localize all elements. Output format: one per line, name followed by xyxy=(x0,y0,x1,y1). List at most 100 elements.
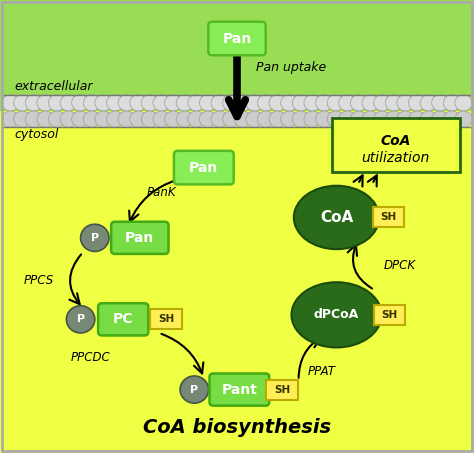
Circle shape xyxy=(14,111,31,127)
Text: SH: SH xyxy=(274,385,290,395)
Circle shape xyxy=(141,95,158,111)
Text: Pan: Pan xyxy=(222,32,252,45)
Circle shape xyxy=(409,111,426,127)
Circle shape xyxy=(153,95,170,111)
Circle shape xyxy=(432,111,449,127)
FancyBboxPatch shape xyxy=(373,207,404,227)
Text: utilization: utilization xyxy=(362,151,430,164)
Circle shape xyxy=(304,95,321,111)
Circle shape xyxy=(350,111,367,127)
Ellipse shape xyxy=(292,282,382,347)
Circle shape xyxy=(223,95,240,111)
Circle shape xyxy=(107,95,124,111)
Circle shape xyxy=(350,95,367,111)
Circle shape xyxy=(37,95,54,111)
Text: CoA: CoA xyxy=(320,210,353,225)
Bar xyxy=(0,0,474,111)
Text: PPCDC: PPCDC xyxy=(71,352,111,364)
Circle shape xyxy=(362,111,379,127)
Text: DPCK: DPCK xyxy=(384,259,416,271)
Text: P: P xyxy=(76,314,85,324)
Circle shape xyxy=(223,111,240,127)
Text: P: P xyxy=(91,233,99,243)
Text: P: P xyxy=(190,385,199,395)
Circle shape xyxy=(246,95,263,111)
Circle shape xyxy=(281,111,298,127)
FancyBboxPatch shape xyxy=(174,151,234,184)
Circle shape xyxy=(339,95,356,111)
Circle shape xyxy=(409,95,426,111)
Circle shape xyxy=(316,95,333,111)
FancyBboxPatch shape xyxy=(210,373,269,406)
Circle shape xyxy=(118,95,135,111)
Circle shape xyxy=(292,111,310,127)
Text: extracellular: extracellular xyxy=(14,80,93,92)
Circle shape xyxy=(95,111,112,127)
Text: CoA biosynthesis: CoA biosynthesis xyxy=(143,418,331,437)
Circle shape xyxy=(397,111,414,127)
Circle shape xyxy=(72,95,89,111)
Text: Pan: Pan xyxy=(125,231,155,245)
Circle shape xyxy=(420,111,437,127)
Text: SH: SH xyxy=(382,310,398,320)
Circle shape xyxy=(327,95,344,111)
Circle shape xyxy=(374,111,391,127)
Circle shape xyxy=(257,111,274,127)
Circle shape xyxy=(66,306,95,333)
Text: Pan uptake: Pan uptake xyxy=(256,62,326,74)
Circle shape xyxy=(2,111,19,127)
Circle shape xyxy=(269,95,286,111)
Circle shape xyxy=(200,111,217,127)
Circle shape xyxy=(234,95,251,111)
Circle shape xyxy=(246,111,263,127)
Circle shape xyxy=(292,95,310,111)
Circle shape xyxy=(25,111,42,127)
Circle shape xyxy=(72,111,89,127)
Circle shape xyxy=(200,95,217,111)
Circle shape xyxy=(257,95,274,111)
Text: PC: PC xyxy=(113,313,134,326)
Circle shape xyxy=(164,111,182,127)
Circle shape xyxy=(130,111,147,127)
Circle shape xyxy=(81,224,109,251)
Circle shape xyxy=(385,111,402,127)
FancyBboxPatch shape xyxy=(209,22,265,55)
FancyBboxPatch shape xyxy=(150,309,182,329)
FancyBboxPatch shape xyxy=(266,380,298,400)
Circle shape xyxy=(316,111,333,127)
Ellipse shape xyxy=(294,186,379,249)
Text: PPAT: PPAT xyxy=(308,365,336,378)
Circle shape xyxy=(420,95,437,111)
Circle shape xyxy=(60,111,77,127)
Circle shape xyxy=(60,95,77,111)
Circle shape xyxy=(281,95,298,111)
FancyBboxPatch shape xyxy=(98,304,148,335)
Circle shape xyxy=(14,95,31,111)
Circle shape xyxy=(176,95,193,111)
Circle shape xyxy=(48,111,65,127)
Circle shape xyxy=(397,95,414,111)
Circle shape xyxy=(37,111,54,127)
Circle shape xyxy=(211,111,228,127)
Circle shape xyxy=(455,111,472,127)
Circle shape xyxy=(234,111,251,127)
Circle shape xyxy=(362,95,379,111)
Circle shape xyxy=(432,95,449,111)
Circle shape xyxy=(269,111,286,127)
Circle shape xyxy=(141,111,158,127)
Circle shape xyxy=(327,111,344,127)
Circle shape xyxy=(25,95,42,111)
Circle shape xyxy=(164,95,182,111)
Text: SH: SH xyxy=(158,314,174,324)
Text: CoA: CoA xyxy=(381,135,411,148)
FancyBboxPatch shape xyxy=(374,305,405,325)
Circle shape xyxy=(130,95,147,111)
FancyBboxPatch shape xyxy=(332,118,460,172)
Circle shape xyxy=(374,95,391,111)
Circle shape xyxy=(188,111,205,127)
Bar xyxy=(0,111,474,453)
Circle shape xyxy=(2,95,19,111)
Circle shape xyxy=(188,95,205,111)
Circle shape xyxy=(95,95,112,111)
Text: PanK: PanK xyxy=(147,186,176,199)
